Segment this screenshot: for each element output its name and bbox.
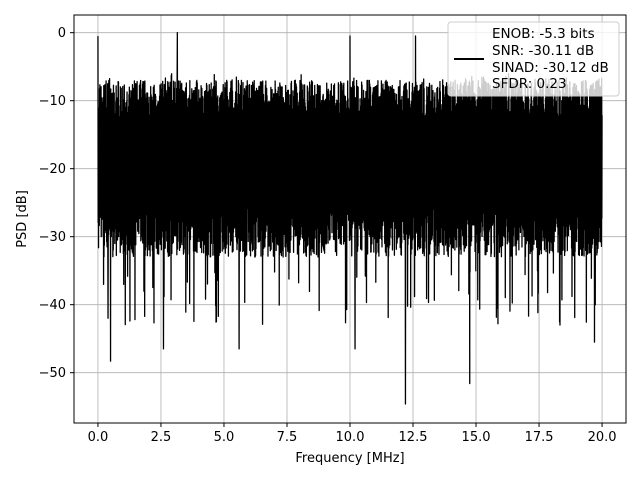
psd-series — [97, 32, 603, 405]
x-tick-label: 5.0 — [214, 430, 235, 445]
x-tick-label: 15.0 — [462, 430, 491, 445]
y-tick-label: −10 — [39, 94, 66, 109]
x-tick-label: 20.0 — [588, 430, 617, 445]
y-tick-label: −30 — [39, 230, 66, 245]
x-tick-label: 12.5 — [399, 430, 428, 445]
legend-entry: SNR: -30.11 dB — [492, 43, 594, 59]
y-tick-label: 0 — [58, 26, 66, 41]
x-tick-label: 7.5 — [277, 430, 298, 445]
legend-box — [447, 21, 620, 97]
legend: ENOB: -5.3 bits SNR: -30.11 dB SINAD: -3… — [447, 21, 620, 97]
legend-entry: ENOB: -5.3 bits — [492, 26, 595, 42]
x-tick-label: 10.0 — [336, 430, 365, 445]
y-tick-label: −40 — [39, 298, 66, 313]
x-axis-label: Frequency [MHz] — [295, 451, 404, 466]
legend-entry: SINAD: -30.12 dB — [492, 60, 609, 76]
y-axis: 0 −10 −20 −30 −40 −50 — [39, 26, 74, 381]
x-tick-label: 17.5 — [525, 430, 554, 445]
x-axis: 0.0 2.5 5.0 7.5 10.0 12.5 15.0 17.5 20.0 — [88, 423, 617, 445]
legend-entry: SFDR: 0.23 — [492, 76, 567, 92]
psd-line — [97, 32, 603, 405]
x-tick-label: 0.0 — [88, 430, 109, 445]
y-tick-label: −20 — [39, 162, 66, 177]
x-tick-label: 2.5 — [151, 430, 172, 445]
y-tick-label: −50 — [39, 366, 66, 381]
y-axis-label: PSD [dB] — [15, 190, 30, 248]
